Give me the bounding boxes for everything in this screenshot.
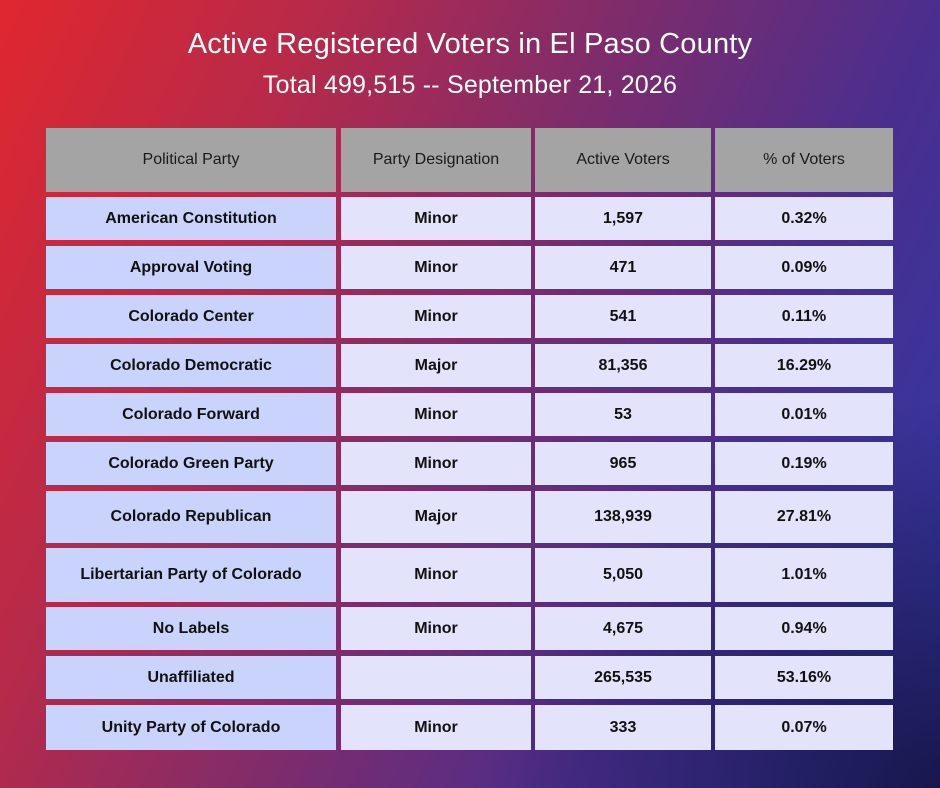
- active-voters-cell: 5,050: [535, 548, 711, 602]
- header-active-voters: Active Voters: [535, 128, 711, 192]
- percent-cell: 0.19%: [715, 442, 893, 485]
- designation-cell: Major: [341, 491, 531, 543]
- header-party-designation: Party Designation: [341, 128, 531, 192]
- party-name-cell: Colorado Democratic: [46, 344, 336, 387]
- header-political-party: Political Party: [46, 128, 336, 192]
- page-title: Active Registered Voters in El Paso Coun…: [187, 28, 753, 60]
- designation-cell: Minor: [341, 295, 531, 338]
- percent-cell: 0.09%: [715, 246, 893, 289]
- percent-cell: 1.01%: [715, 548, 893, 602]
- party-name-cell: Colorado Green Party: [46, 442, 336, 485]
- active-voters-cell: 471: [535, 246, 711, 289]
- designation-cell: [341, 656, 531, 699]
- percent-cell: 0.32%: [715, 197, 893, 240]
- designation-cell: Minor: [341, 246, 531, 289]
- active-voters-cell: 81,356: [535, 344, 711, 387]
- party-name-cell: Libertarian Party of Colorado: [46, 548, 336, 602]
- designation-cell: Minor: [341, 393, 531, 436]
- active-voters-cell: 541: [535, 295, 711, 338]
- active-voters-cell: 965: [535, 442, 711, 485]
- percent-cell: 27.81%: [715, 491, 893, 543]
- percent-cell: 0.01%: [715, 393, 893, 436]
- party-name-cell: Colorado Center: [46, 295, 336, 338]
- active-voters-cell: 53: [535, 393, 711, 436]
- active-voters-cell: 138,939: [535, 491, 711, 543]
- party-name-cell: American Constitution: [46, 197, 336, 240]
- party-name-cell: Unity Party of Colorado: [46, 705, 336, 750]
- party-name-cell: Colorado Republican: [46, 491, 336, 543]
- party-name-cell: Colorado Forward: [46, 393, 336, 436]
- percent-cell: 16.29%: [715, 344, 893, 387]
- percent-cell: 0.11%: [715, 295, 893, 338]
- designation-cell: Minor: [341, 442, 531, 485]
- page-subtitle: Total 499,515 -- September 21, 2026: [262, 71, 678, 99]
- active-voters-cell: 333: [535, 705, 711, 750]
- designation-cell: Minor: [341, 197, 531, 240]
- designation-cell: Minor: [341, 705, 531, 750]
- party-name-cell: Approval Voting: [46, 246, 336, 289]
- party-name-cell: No Labels: [46, 607, 336, 650]
- percent-cell: 53.16%: [715, 656, 893, 699]
- active-voters-cell: 1,597: [535, 197, 711, 240]
- percent-cell: 0.94%: [715, 607, 893, 650]
- designation-cell: Minor: [341, 548, 531, 602]
- header-percent-voters: % of Voters: [715, 128, 893, 192]
- party-name-cell: Unaffiliated: [46, 656, 336, 699]
- percent-cell: 0.07%: [715, 705, 893, 750]
- active-voters-cell: 265,535: [535, 656, 711, 699]
- designation-cell: Major: [341, 344, 531, 387]
- active-voters-cell: 4,675: [535, 607, 711, 650]
- designation-cell: Minor: [341, 607, 531, 650]
